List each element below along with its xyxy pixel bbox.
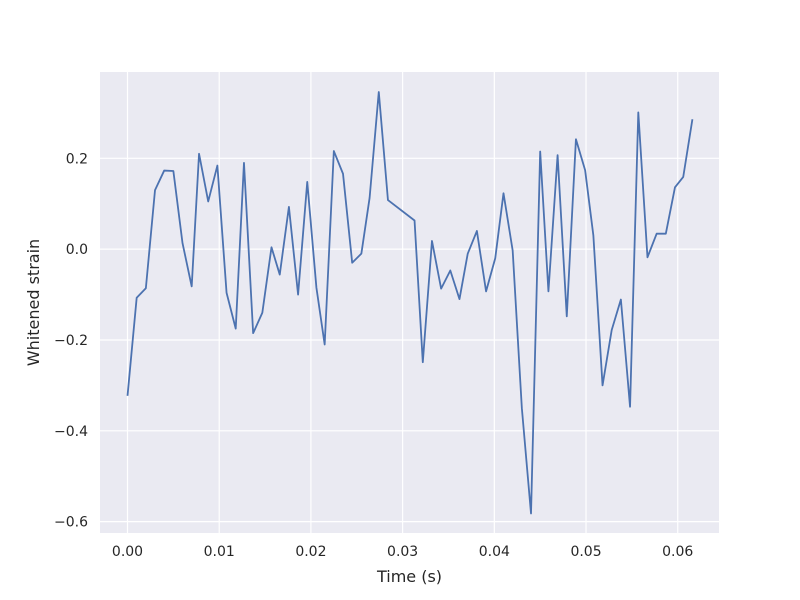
y-tick-label: 0.2 <box>66 151 88 167</box>
y-tick-label: −0.4 <box>54 424 88 440</box>
series-layer <box>126 91 694 515</box>
x-tick-label: 0.03 <box>387 544 418 560</box>
y-tick-label: −0.6 <box>54 515 88 531</box>
tick-labels: 0.00 0.01 0.02 0.03 0.04 0.05 0.06 −0.6 −0.4 −0.2… <box>54 151 693 560</box>
x-tick-label: 0.01 <box>204 544 235 560</box>
x-tick-label: 0.04 <box>479 544 510 560</box>
x-axis-label: Time (s) <box>376 567 442 586</box>
x-tick-label: 0.06 <box>662 544 693 560</box>
grid-lines <box>100 72 719 533</box>
x-tick-label: 0.05 <box>570 544 601 560</box>
x-tick-label: 0.00 <box>112 544 143 560</box>
plot-area-background <box>100 72 719 533</box>
y-axis-label: Whitened strain <box>24 239 43 366</box>
y-tick-label: 0.0 <box>66 242 88 258</box>
x-tick-label: 0.02 <box>295 544 326 560</box>
series-line <box>126 91 694 515</box>
y-tick-label: −0.2 <box>54 333 88 349</box>
